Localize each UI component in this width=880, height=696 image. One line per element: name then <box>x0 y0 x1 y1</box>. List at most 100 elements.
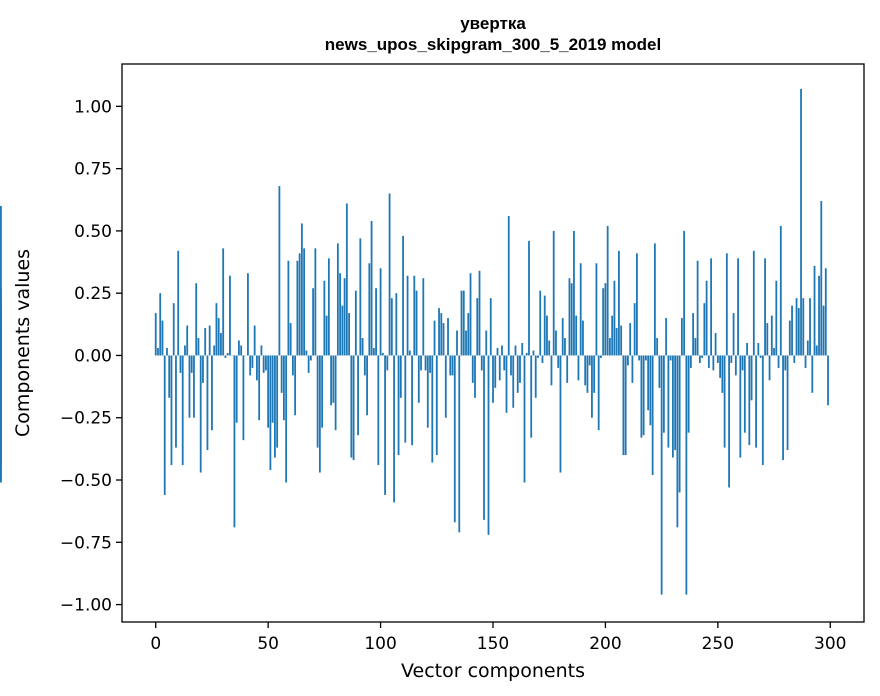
bar <box>413 275 416 356</box>
bar <box>755 355 757 448</box>
bar <box>707 355 710 368</box>
bar <box>199 355 202 473</box>
bar <box>570 283 573 356</box>
bar <box>208 325 211 356</box>
bar <box>291 355 294 376</box>
bar <box>793 355 796 363</box>
bar <box>181 355 184 466</box>
bar <box>215 303 218 356</box>
bar <box>824 268 827 356</box>
bar <box>613 280 616 356</box>
y-axis-label: Components values <box>12 249 34 437</box>
bar <box>602 288 605 356</box>
bar <box>680 318 683 356</box>
bar <box>543 295 546 356</box>
bar <box>712 355 715 371</box>
bar <box>584 355 587 386</box>
bar <box>728 355 730 488</box>
bar <box>818 275 820 356</box>
bar <box>701 355 704 358</box>
bar <box>764 258 766 356</box>
bar <box>555 330 557 356</box>
bar <box>604 283 607 356</box>
bar <box>336 243 339 356</box>
bar <box>341 305 344 356</box>
bar <box>386 355 389 371</box>
bar <box>451 355 454 376</box>
bar <box>440 313 443 356</box>
bar <box>494 355 497 388</box>
bar <box>354 290 357 356</box>
bar <box>372 347 375 356</box>
bar <box>262 355 265 373</box>
bar <box>593 355 596 393</box>
bar <box>393 355 395 503</box>
bar <box>741 355 744 371</box>
bar <box>611 315 614 356</box>
bar <box>332 355 335 403</box>
bar <box>406 275 409 356</box>
x-axis-ticks: 0 50 100 150 200 250 300 <box>150 622 846 654</box>
bar <box>586 355 589 393</box>
bar <box>575 315 578 356</box>
bar <box>274 355 276 458</box>
bar <box>193 355 195 418</box>
bar <box>395 293 398 356</box>
bar <box>202 355 204 383</box>
bar <box>521 343 524 356</box>
bar <box>725 253 728 356</box>
bar <box>721 355 724 393</box>
bar <box>438 308 440 356</box>
bar <box>577 355 580 381</box>
bar <box>737 258 739 356</box>
bar <box>190 355 193 373</box>
bar <box>285 355 288 483</box>
bar <box>719 355 721 378</box>
bar <box>773 347 775 356</box>
bar <box>492 355 494 403</box>
bar <box>0 333 2 356</box>
bar <box>676 355 679 528</box>
bar <box>359 238 362 356</box>
bar <box>496 347 499 356</box>
bar <box>368 263 371 356</box>
y-tick-label: 0.25 <box>74 284 112 304</box>
bar <box>462 290 465 356</box>
bar <box>750 355 753 401</box>
bar <box>779 225 782 356</box>
bar <box>352 355 355 461</box>
bar <box>523 355 526 483</box>
bar <box>791 305 793 356</box>
bar <box>519 355 521 383</box>
bar <box>265 355 267 371</box>
bar <box>822 305 825 356</box>
bar <box>618 250 620 356</box>
bar <box>525 352 528 356</box>
bar <box>458 355 461 533</box>
bar <box>316 355 319 448</box>
bar <box>827 355 829 406</box>
bar <box>429 355 431 373</box>
bar <box>633 303 636 356</box>
bar <box>716 355 719 363</box>
y-axis-ticks: −1.00 −0.75 −0.50 −0.25 0.00 0.25 0.50 0.75 1.00 <box>60 97 122 616</box>
bar <box>184 345 186 356</box>
bar <box>476 298 479 356</box>
bar <box>312 288 315 356</box>
bar <box>240 345 243 356</box>
bar <box>0 355 2 483</box>
bar <box>298 253 301 356</box>
bar <box>516 355 519 393</box>
bar <box>251 355 254 368</box>
bar <box>249 355 252 376</box>
bar <box>177 250 180 356</box>
bar <box>186 325 189 356</box>
bar <box>759 355 762 358</box>
bar <box>597 355 600 431</box>
bar <box>345 203 348 356</box>
x-tick-label: 300 <box>814 634 846 654</box>
x-tick-label: 150 <box>477 634 509 654</box>
y-tick-label: 0.00 <box>74 346 112 366</box>
bar <box>766 323 769 356</box>
bar <box>622 355 625 456</box>
